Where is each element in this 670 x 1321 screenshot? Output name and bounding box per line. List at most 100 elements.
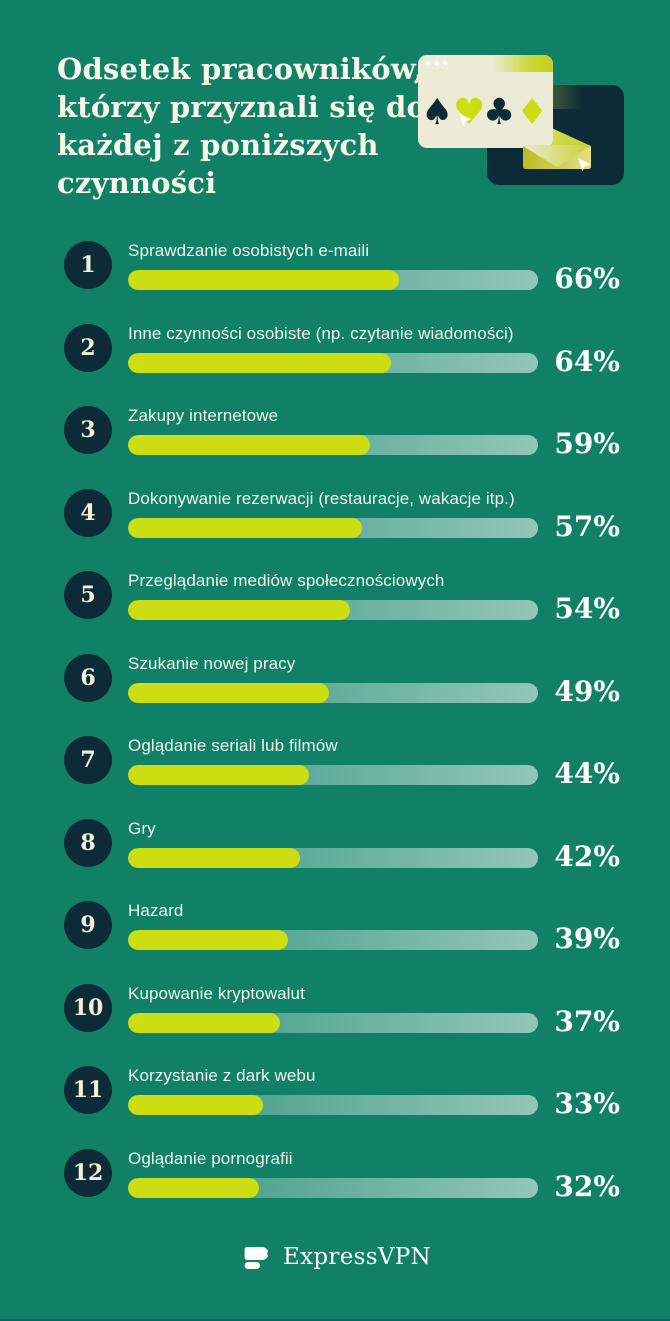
bar-area: Sprawdzanie osobistych e-maili <box>128 240 539 290</box>
bar-track <box>128 765 539 785</box>
bar-fill <box>128 435 371 455</box>
bar-area: Korzystanie z dark webu <box>128 1065 539 1115</box>
chart-row: 10 Kupowanie kryptowalut 37% <box>64 983 620 1036</box>
row-label: Szukanie nowej pracy <box>128 653 296 673</box>
bar-fill <box>128 1095 264 1115</box>
bar-fill <box>128 682 330 703</box>
row-label: Inne czynności osobiste (np. czytanie wi… <box>128 323 514 343</box>
row-percent: 64% <box>554 344 620 378</box>
row-label: Hazard <box>128 901 184 920</box>
rank-badge: 8 <box>64 818 112 867</box>
chart-row: 3 Zakupy internetowe 59% <box>64 405 620 459</box>
row-percent: 54% <box>554 592 620 625</box>
cursor-icon <box>459 113 472 127</box>
page-title: Odsetek pracowników, którzy przyznali si… <box>57 50 426 202</box>
row-percent: 39% <box>554 922 620 955</box>
envelope-icon <box>523 145 591 169</box>
bar-fill <box>128 600 350 620</box>
row-rank: 1 <box>80 252 96 278</box>
header-illustration: ♠ ♥ ♣ ♦ <box>415 45 655 200</box>
row-percent: 57% <box>554 509 620 543</box>
bar-area: Oglądanie pornografii <box>128 1148 539 1198</box>
row-rank: 5 <box>80 582 96 608</box>
page-title-line-2: którzy przyznali się do <box>57 90 426 124</box>
chart-row: 4 Dokonywanie rezerwacji (restauracje, w… <box>64 488 620 541</box>
row-rank: 11 <box>72 1077 104 1103</box>
rank-badge: 5 <box>64 571 112 619</box>
cursor-icon <box>578 158 591 172</box>
bar-area: Szukanie nowej pracy <box>128 653 539 703</box>
row-rank: 7 <box>80 747 96 773</box>
bar-fill <box>128 517 362 538</box>
bar-area: Hazard <box>128 900 539 950</box>
row-percent: 49% <box>554 674 620 708</box>
bar-fill <box>128 352 391 373</box>
bar-track <box>128 682 539 703</box>
row-label: Dokonywanie rezerwacji (restauracje, wak… <box>128 488 515 508</box>
bar-fill <box>128 1177 260 1198</box>
rank-badge: 11 <box>64 1066 112 1114</box>
bar-area: Oglądanie seriali lub filmów <box>128 735 539 785</box>
bar-fill <box>128 847 301 868</box>
bar-track <box>128 930 539 950</box>
row-rank: 8 <box>80 829 96 856</box>
rank-badge: 6 <box>64 653 112 702</box>
rank-badge: 3 <box>64 406 112 454</box>
bar-fill <box>128 270 399 290</box>
browser-window: ♠ ♥ ♣ ♦ <box>418 55 553 148</box>
rank-badge: 2 <box>64 323 112 372</box>
bar-area: Zakupy internetowe <box>128 405 539 455</box>
bar-track <box>128 517 539 538</box>
browser-cards-envelope-illustration: ♠ ♥ ♣ ♦ <box>418 55 624 185</box>
bar-rows: 1 Sprawdzanie osobistych e-maili 66% 2 I… <box>64 240 620 1230</box>
rank-badge: 12 <box>64 1148 112 1197</box>
row-percent: 37% <box>554 1004 620 1038</box>
row-label: Oglądanie pornografii <box>128 1148 293 1168</box>
expressvpn-logomark-icon <box>244 1247 274 1269</box>
bar-track <box>128 1177 539 1198</box>
spade-icon: ♠ <box>421 92 453 133</box>
row-rank: 4 <box>80 499 96 526</box>
page-title-line-4: czynności <box>57 166 217 200</box>
rank-badge: 4 <box>64 488 112 537</box>
chart-row: 8 Gry 42% <box>64 818 620 871</box>
bar-track <box>128 1012 539 1033</box>
bar-fill <box>128 930 289 950</box>
row-rank: 10 <box>72 994 104 1021</box>
row-rank: 12 <box>72 1159 104 1186</box>
row-percent: 59% <box>554 427 620 460</box>
row-percent: 42% <box>554 839 620 873</box>
brand-name: ExpressVPN <box>283 1244 431 1270</box>
bar-area: Kupowanie kryptowalut <box>128 983 539 1033</box>
diamond-icon: ♦ <box>516 92 548 133</box>
row-label: Zakupy internetowe <box>128 406 279 425</box>
window-dot-icon <box>425 61 431 66</box>
bar-area: Inne czynności osobiste (np. czytanie wi… <box>128 323 539 373</box>
rank-badge: 9 <box>64 901 112 949</box>
row-percent: 32% <box>554 1169 620 1203</box>
window-dot-icon <box>442 61 448 66</box>
footer: ExpressVPN <box>0 1240 670 1274</box>
row-rank: 6 <box>80 664 96 691</box>
chart-row: 5 Przeglądanie mediów społecznościowych … <box>64 570 620 624</box>
row-label: Kupowanie kryptowalut <box>128 983 305 1003</box>
heart-icon: ♥ <box>453 92 485 133</box>
row-rank: 2 <box>80 334 96 361</box>
chart-row: 1 Sprawdzanie osobistych e-maili 66% <box>64 240 620 294</box>
chart-row: 2 Inne czynności osobiste (np. czytanie … <box>64 323 620 376</box>
bar-area: Przeglądanie mediów społecznościowych <box>128 570 539 620</box>
bottom-accent-line <box>0 1319 670 1321</box>
chart-row: 12 Oglądanie pornografii 32% <box>64 1148 620 1201</box>
page-title-line-1: Odsetek pracowników, <box>57 52 424 86</box>
bar-track <box>128 435 539 455</box>
window-dot-icon <box>434 61 439 66</box>
row-rank: 9 <box>80 912 96 938</box>
row-percent: 66% <box>554 262 620 295</box>
bar-track <box>128 270 539 290</box>
chart-row: 11 Korzystanie z dark webu 33% <box>64 1065 620 1119</box>
bar-track <box>128 1095 539 1115</box>
row-label: Oglądanie seriali lub filmów <box>128 736 338 755</box>
bar-track <box>128 847 539 868</box>
chart-row: 7 Oglądanie seriali lub filmów 44% <box>64 735 620 789</box>
row-label: Przeglądanie mediów społecznościowych <box>128 571 445 590</box>
